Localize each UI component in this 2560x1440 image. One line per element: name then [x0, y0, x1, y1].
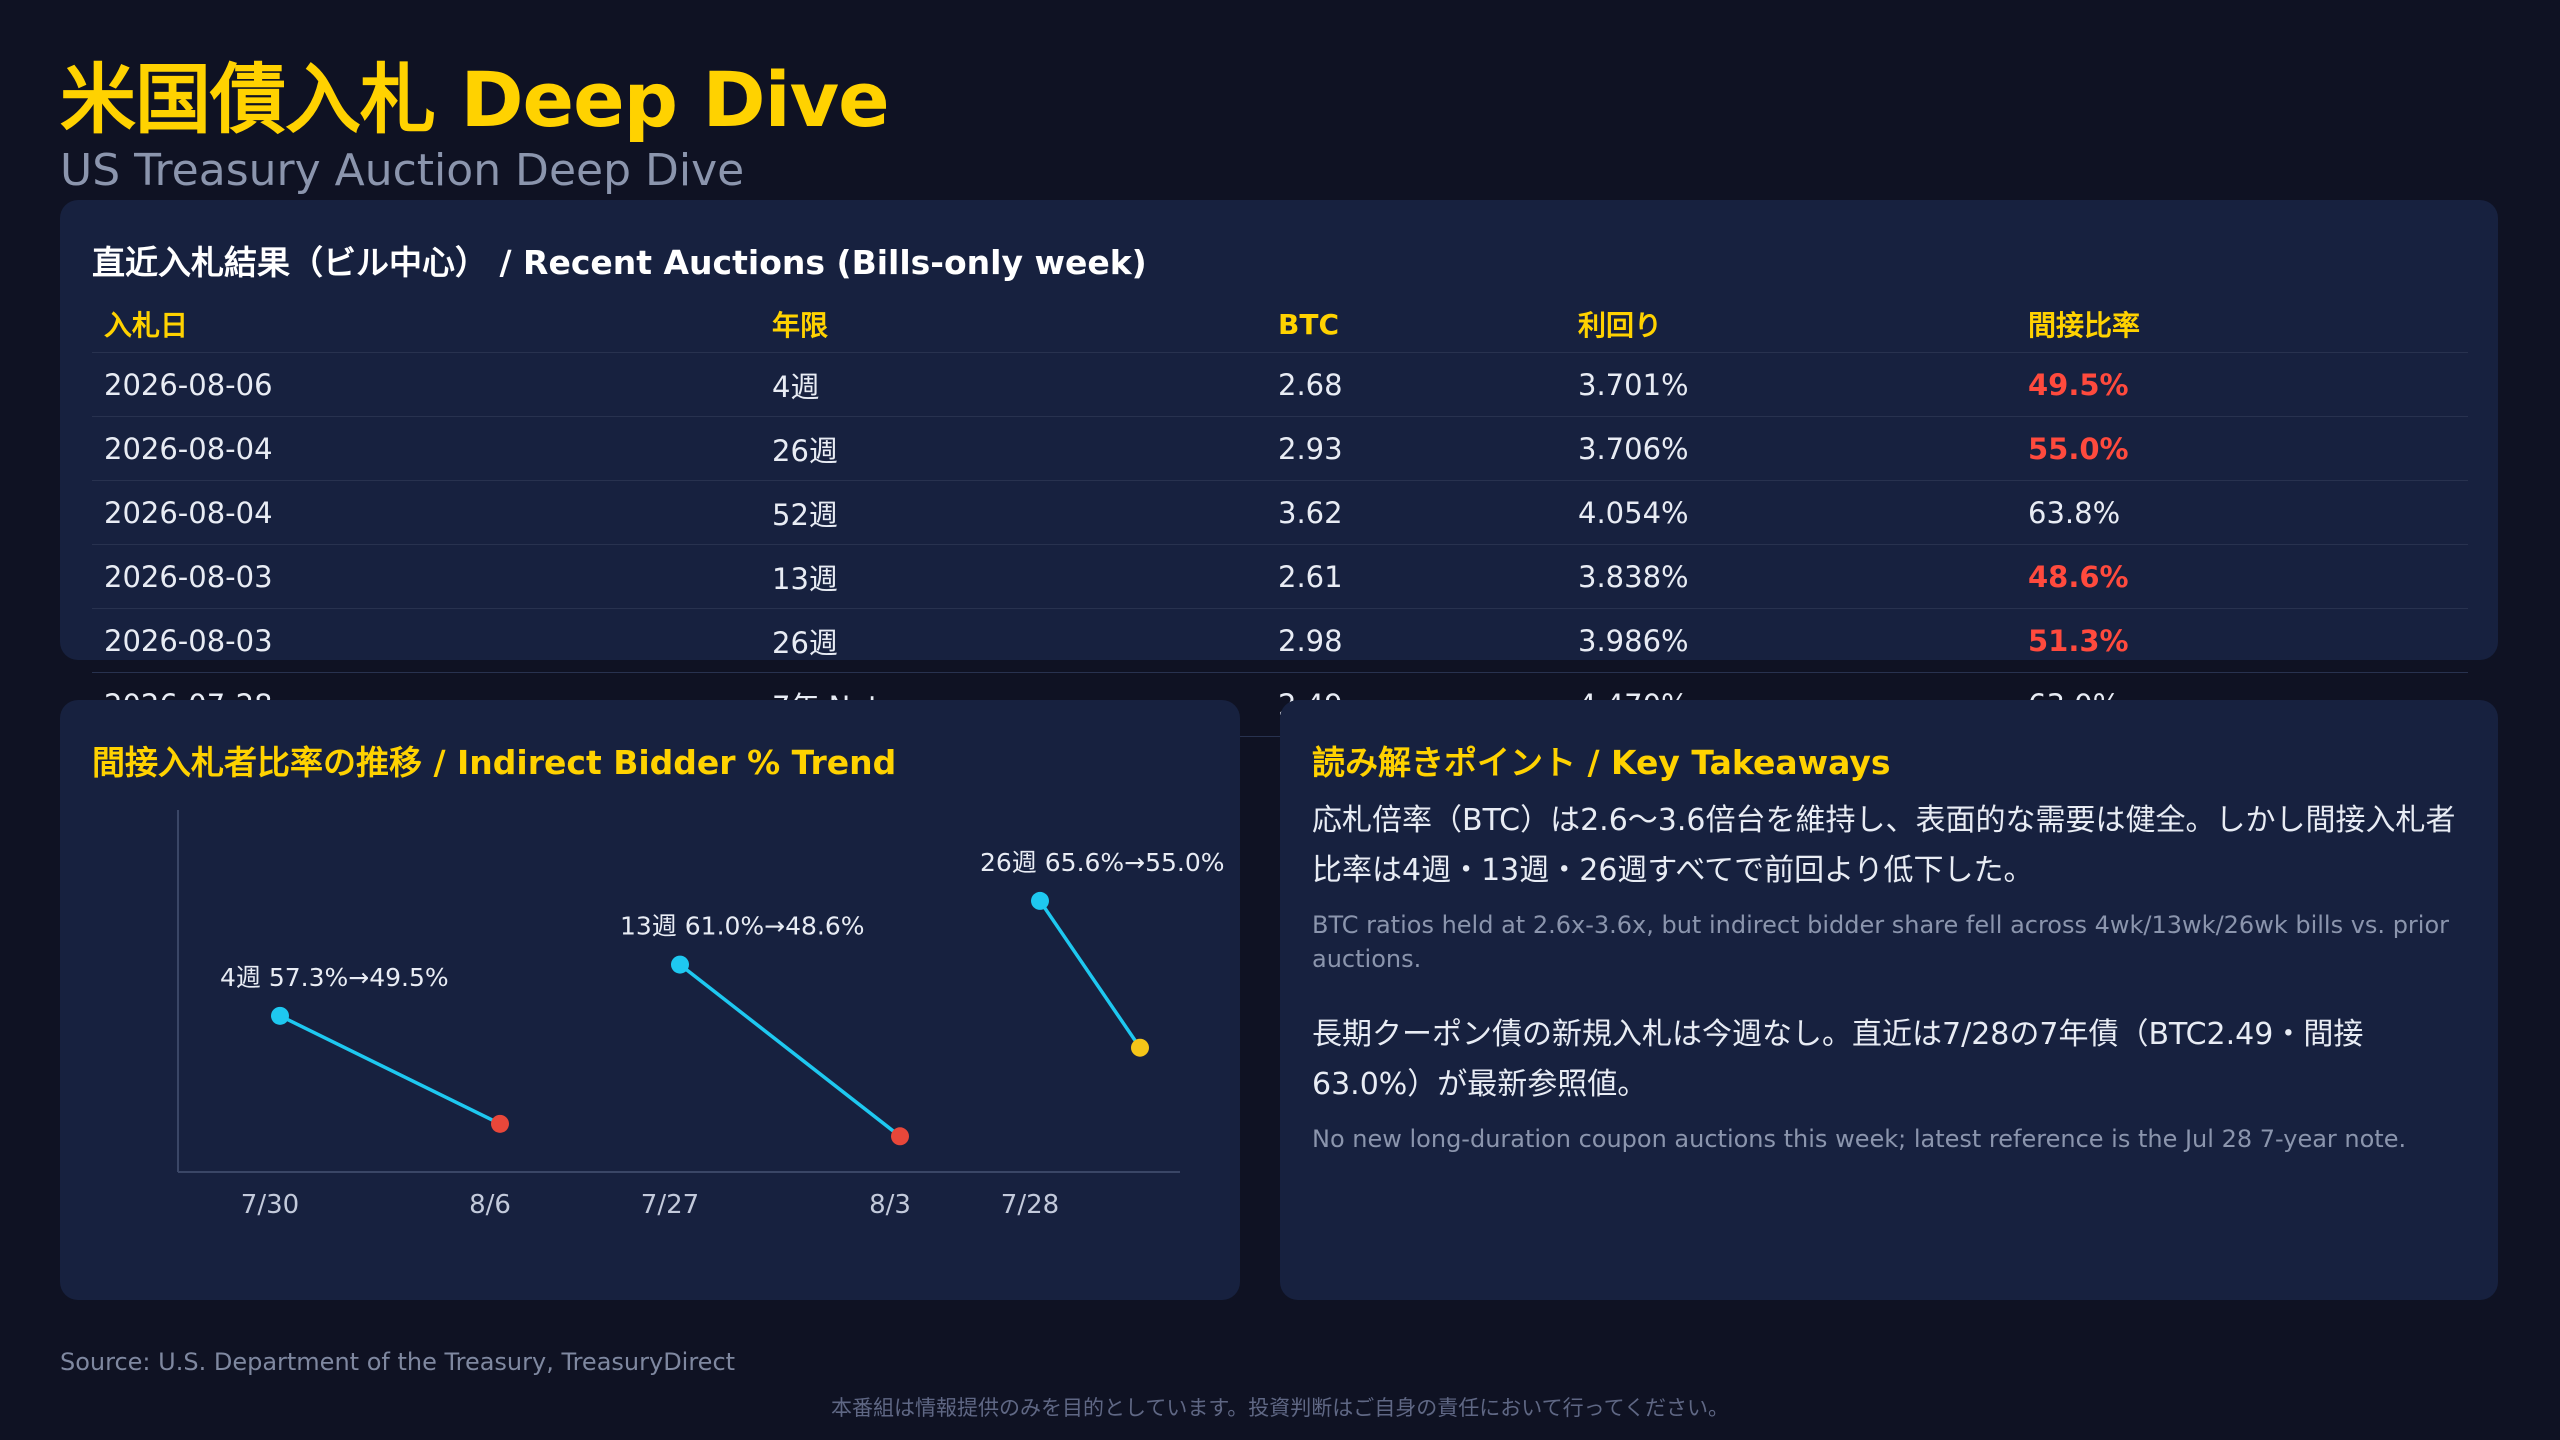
- end-point: [1131, 1038, 1149, 1057]
- table-row: 2026-08-04 26週 2.93 3.706% 55.0%: [92, 417, 2468, 481]
- start-point: [271, 1006, 289, 1025]
- cell-indirect: 63.8%: [2028, 495, 2121, 530]
- cell-indirect: 49.5%: [2028, 367, 2129, 402]
- cell-yield: 3.706%: [1578, 431, 1689, 466]
- cell-date: 2026-08-04: [104, 495, 273, 530]
- series-label: 26週 65.6%→55.0%: [980, 848, 1225, 877]
- column-header-btc: BTC: [1278, 307, 1339, 341]
- series-line: [279, 1014, 501, 1126]
- cell-btc: 2.93: [1278, 431, 1343, 466]
- cell-tenor: 13週: [772, 561, 838, 596]
- table-row: 2026-08-06 4週 2.68 3.701% 49.5%: [92, 353, 2468, 417]
- takeaway-text-jp: 長期クーポン債の新規入札は今週なし。直近は7/28の7年債（BTC2.49・間接…: [1312, 1017, 2364, 1102]
- cell-btc: 3.62: [1278, 495, 1343, 530]
- cell-date: 2026-08-04: [104, 431, 273, 466]
- series-line: [1038, 899, 1142, 1049]
- cell-tenor: 52週: [772, 497, 838, 532]
- cell-indirect: 51.3%: [2028, 623, 2129, 658]
- start-point: [671, 955, 689, 974]
- takeaway-item: 長期クーポン債の新規入札は今週なし。直近は7/28の7年債（BTC2.49・間接…: [1312, 1010, 2462, 1156]
- recent-auctions-heading: 直近入札結果（ビル中心） / Recent Auctions (Bills-on…: [92, 243, 1147, 282]
- takeaway-text-jp: 応札倍率（BTC）は2.6〜3.6倍台を維持し、表面的な需要は健全。しかし間接入…: [1312, 803, 2456, 888]
- cell-tenor: 26週: [772, 625, 838, 660]
- indirect-trend-heading: 間接入札者比率の推移 / Indirect Bidder % Trend: [92, 743, 897, 782]
- end-point: [491, 1114, 509, 1133]
- cell-yield: 3.701%: [1578, 367, 1689, 402]
- x-tick-label: 8/3: [869, 1190, 911, 1220]
- disclaimer: 本番組は情報提供のみを目的としています。投資判断はご自身の責任において行ってくだ…: [831, 1396, 1729, 1420]
- column-header-indirect: 間接比率: [2028, 309, 2141, 342]
- takeaway-item: 応札倍率（BTC）は2.6〜3.6倍台を維持し、表面的な需要は健全。しかし間接入…: [1312, 796, 2462, 976]
- cell-yield: 3.986%: [1578, 623, 1689, 658]
- table-row: 2026-08-03 26週 2.98 3.986% 51.3%: [92, 609, 2468, 673]
- key-takeaways-heading: 読み解きポイント / Key Takeaways: [1312, 743, 1891, 782]
- end-point: [891, 1127, 909, 1146]
- takeaway-text-en: BTC ratios held at 2.6x-3.6x, but indire…: [1312, 911, 2450, 973]
- series-label: 13週 61.0%→48.6%: [620, 912, 865, 941]
- column-header-yield: 利回り: [1578, 309, 1663, 342]
- cell-date: 2026-08-06: [104, 367, 273, 402]
- cell-date: 2026-08-03: [104, 623, 273, 658]
- cell-btc: 2.68: [1278, 367, 1343, 402]
- page-title: 米国債入札 Deep Dive: [60, 55, 890, 144]
- source-note: Source: U.S. Department of the Treasury,…: [60, 1348, 736, 1376]
- indirect-trend-panel: 4週 57.3%→49.5% 7/30 8/6 13週 61.0%→48.6% 7/27…: [60, 700, 1240, 1300]
- column-header-tenor: 年限: [772, 309, 829, 342]
- series-label: 4週 57.3%→49.5%: [220, 963, 449, 992]
- x-tick-label: 7/30: [241, 1190, 299, 1220]
- table-header-row: 入札日 年限 BTC 利回り 間接比率: [92, 296, 2468, 353]
- takeaway-text-en: No new long-duration coupon auctions thi…: [1312, 1125, 2407, 1153]
- page-subtitle: US Treasury Auction Deep Dive: [60, 145, 745, 196]
- table-row: 2026-08-04 52週 3.62 4.054% 63.8%: [92, 481, 2468, 545]
- series-line: [678, 963, 902, 1138]
- cell-indirect: 48.6%: [2028, 559, 2129, 594]
- cell-tenor: 26週: [772, 433, 838, 468]
- cell-tenor: 4週: [772, 369, 820, 404]
- cell-yield: 4.054%: [1578, 495, 1689, 530]
- recent-auctions-panel: 直近入札結果（ビル中心） / Recent Auctions (Bills-on…: [60, 200, 2498, 737]
- key-takeaways-list: 応札倍率（BTC）は2.6〜3.6倍台を維持し、表面的な需要は健全。しかし間接入…: [1312, 796, 2462, 1190]
- x-tick-label: 7/27: [641, 1190, 699, 1220]
- cell-btc: 2.98: [1278, 623, 1343, 658]
- x-tick-label: 7/28: [1001, 1190, 1059, 1220]
- key-takeaways-panel: 読み解きポイント / Key Takeaways 応札倍率（BTC）は2.6〜3…: [1280, 700, 2498, 1300]
- indirect-trend-chart: 4週 57.3%→49.5% 7/30 8/6 13週 61.0%→48.6% 7/27…: [177, 810, 1225, 1220]
- table-row: 2026-08-03 13週 2.61 3.838% 48.6%: [92, 545, 2468, 609]
- x-tick-label: 8/6: [469, 1190, 511, 1220]
- table-body: 2026-08-06 4週 2.68 3.701% 49.5% 2026-08-04 26週…: [92, 353, 2468, 737]
- column-header-date: 入札日: [104, 309, 189, 342]
- cell-date: 2026-08-03: [104, 559, 273, 594]
- cell-btc: 2.61: [1278, 559, 1343, 594]
- start-point: [1031, 891, 1049, 910]
- cell-yield: 3.838%: [1578, 559, 1689, 594]
- auctions-table: 入札日 年限 BTC 利回り 間接比率 2026-08-06 4週 2.68 3.70…: [92, 296, 2468, 738]
- cell-indirect: 55.0%: [2028, 431, 2129, 466]
